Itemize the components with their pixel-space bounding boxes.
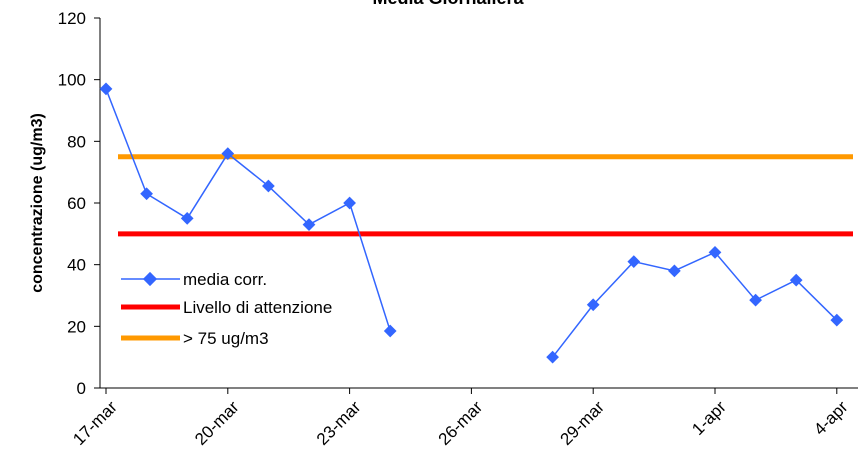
data-point <box>262 179 275 193</box>
y-axis-title: concentrazione (ug/m3) <box>29 113 46 293</box>
y-tick-label: 20 <box>67 317 86 336</box>
data-point <box>140 187 153 201</box>
data-point <box>668 264 681 278</box>
series-line <box>105 88 391 332</box>
y-tick-label: 0 <box>77 379 86 398</box>
reference-lines <box>118 154 853 237</box>
data-point <box>383 324 397 338</box>
x-tick-label: 23-mar <box>313 397 365 449</box>
legend-marker-media <box>142 271 158 287</box>
y-tick-label: 80 <box>67 132 86 151</box>
x-tick-label: 20-mar <box>191 397 243 449</box>
x-tick-label: 17-mar <box>69 397 121 449</box>
data-point <box>99 82 113 96</box>
data-point <box>221 147 235 161</box>
x-ticks: 17-mar 20-mar 23-mar 26-mar 29-mar 1-apr 4-apr <box>69 388 852 449</box>
y-tick-label: 40 <box>67 256 86 275</box>
chart-title: Media Giornaliera <box>372 0 524 8</box>
legend: media corr. Livello di attenzione > 75 u… <box>121 270 332 348</box>
data-point <box>343 196 356 210</box>
data-point <box>546 350 559 364</box>
data-series <box>99 82 844 364</box>
y-tick-label: 120 <box>58 9 86 28</box>
legend-label-soglia: > 75 ug/m3 <box>183 329 269 348</box>
y-ticks: 0 20 40 60 80 100 120 <box>58 9 100 398</box>
x-tick-label: 29-mar <box>557 397 609 449</box>
series-line <box>552 251 838 358</box>
y-tick-label: 100 <box>58 71 86 90</box>
x-tick-label: 26-mar <box>435 397 487 449</box>
legend-label-media: media corr. <box>183 270 267 289</box>
x-tick-label: 4-apr <box>810 397 852 439</box>
legend-label-attenzione: Livello di attenzione <box>183 298 332 317</box>
data-point <box>302 218 316 231</box>
x-tick-label: 1-apr <box>688 397 730 439</box>
data-point <box>180 212 194 225</box>
y-tick-label: 60 <box>67 194 86 213</box>
